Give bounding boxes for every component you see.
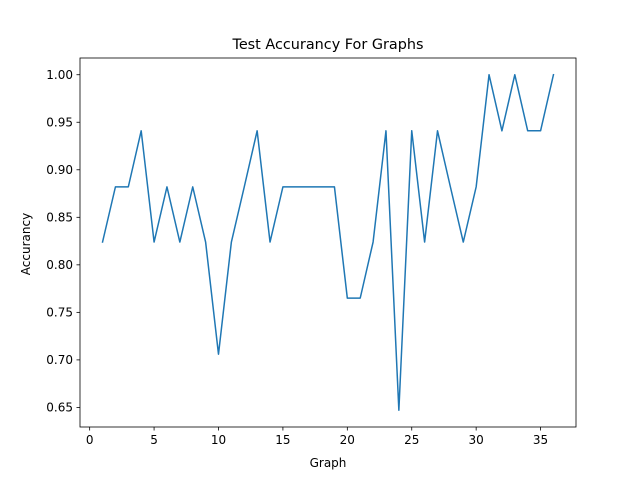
series-line bbox=[101, 73, 555, 412]
plot-series bbox=[101, 73, 555, 412]
x-tick-label: 5 bbox=[150, 433, 158, 447]
chart-title: Test Accurancy For Graphs bbox=[231, 37, 423, 53]
x-axis: 0 5 10 15 20 25 30 35 bbox=[86, 427, 548, 447]
y-tick-label: 0.75 bbox=[46, 306, 73, 320]
y-axis-label: Accurancy bbox=[19, 213, 33, 275]
x-tick-label: 30 bbox=[469, 433, 484, 447]
y-tick-label: 0.80 bbox=[46, 258, 73, 272]
y-tick-label: 0.90 bbox=[46, 163, 73, 177]
y-tick-label: 0.70 bbox=[46, 353, 73, 367]
x-tick-label: 35 bbox=[533, 433, 548, 447]
plot-area-frame bbox=[79, 57, 577, 428]
y-tick-label: 0.85 bbox=[46, 211, 73, 225]
x-tick-label: 10 bbox=[211, 433, 226, 447]
y-tick-label: 0.95 bbox=[46, 116, 73, 130]
y-tick-label: 1.00 bbox=[46, 68, 73, 82]
x-tick-label: 0 bbox=[86, 433, 94, 447]
x-tick-label: 25 bbox=[404, 433, 419, 447]
y-axis: 0.65 0.70 0.75 0.80 0.85 0.90 0.95 1.00 bbox=[46, 68, 80, 415]
y-tick-label: 0.65 bbox=[46, 401, 73, 415]
x-tick-label: 15 bbox=[275, 433, 290, 447]
x-tick-label: 20 bbox=[340, 433, 355, 447]
x-axis-label: Graph bbox=[310, 456, 347, 470]
